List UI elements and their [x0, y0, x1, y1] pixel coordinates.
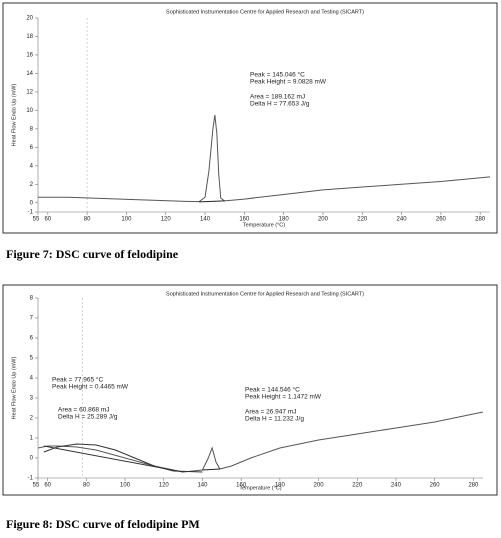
x-axis-label: Temperature (°C)	[243, 222, 285, 228]
y-tick-label: 0	[30, 456, 34, 462]
chart-title: Sophisticated Instrumentation Centre for…	[166, 9, 364, 15]
annotation: Peak = 145.046 °C	[250, 71, 305, 79]
annotation: Peak = 144.546 °C	[245, 386, 300, 394]
x-tick-label: 140	[200, 217, 211, 223]
y-tick-label: 14	[26, 71, 33, 77]
y-tick-label: 6	[30, 145, 34, 151]
y-tick-label: 10	[26, 108, 33, 114]
y-tick-label: 16	[26, 53, 33, 59]
x-tick-label: 120	[161, 217, 172, 223]
x-tick-label: 120	[159, 483, 170, 489]
y-tick-label: 8	[30, 126, 34, 132]
x-tick-label: 240	[397, 217, 408, 223]
annotation: Delta H = 25.289 J/g	[58, 414, 118, 421]
x-tick-label: 160	[236, 483, 247, 489]
y-tick-label: 8	[30, 296, 34, 302]
annotation: Delta H = 77.653 J/g	[250, 101, 310, 108]
data-line	[38, 114, 491, 203]
annotation: Area = 60.868 mJ	[58, 407, 110, 414]
x-tick-label: 240	[391, 483, 402, 489]
x-tick-label: 220	[357, 217, 368, 223]
x-tick-label: 140	[197, 483, 208, 489]
x-tick-label: 80	[83, 483, 90, 489]
annotation: Peak Height = 9.0828 mW	[250, 79, 327, 86]
x-tick-label: 100	[121, 217, 132, 223]
y-tick-label: 2	[30, 416, 34, 422]
y-tick-label: 2	[30, 182, 34, 188]
figure-frame	[2, 284, 498, 496]
x-tick-label: 60	[44, 483, 51, 489]
x-tick-label: 55	[33, 483, 40, 489]
figure-caption: Figure 7: DSC curve of felodipine	[6, 247, 179, 261]
annotation: Peak Height = 0.4465 mW	[52, 384, 129, 391]
annotation: Area = 26.947 mJ	[245, 409, 297, 416]
annotation: Peak Height = 1.1472 mW	[245, 394, 322, 401]
y-tick-label: 5	[30, 356, 34, 362]
y-tick-label: -1	[28, 210, 34, 216]
x-tick-label: 160	[239, 217, 250, 223]
y-tick-label: 7	[30, 316, 34, 322]
x-tick-label: 100	[120, 483, 131, 489]
x-tick-label: 200	[314, 483, 325, 489]
data-line	[43, 443, 203, 473]
annotation: Peak = 77.965 °C	[52, 376, 104, 384]
data-line	[37, 411, 484, 473]
y-tick-label: -1	[28, 476, 34, 482]
x-tick-label: 260	[430, 483, 441, 489]
data-line	[199, 200, 225, 203]
y-axis-label: Heat Flow Endo Up (mW)	[11, 357, 17, 420]
y-axis-label: Heat Flow Endo Up (mW)	[11, 84, 17, 147]
x-tick-label: 280	[475, 217, 486, 223]
annotation: Area = 189.162 mJ	[250, 94, 305, 101]
x-tick-label: 55	[33, 217, 40, 223]
chart-title: Sophisticated Instrumentation Centre for…	[166, 291, 364, 297]
x-tick-label: 180	[279, 217, 290, 223]
x-tick-label: 60	[44, 217, 51, 223]
figure-caption: Figure 8: DSC curve of felodipine PM	[6, 517, 200, 531]
x-tick-label: 80	[84, 217, 91, 223]
annotation: Delta H = 11.232 J/g	[245, 416, 304, 423]
y-tick-label: 3	[30, 396, 34, 402]
y-tick-label: 4	[30, 376, 34, 382]
data-line	[202, 468, 220, 471]
y-tick-label: 1	[30, 436, 34, 442]
y-tick-label: 20	[26, 16, 33, 22]
x-tick-label: 180	[275, 483, 286, 489]
y-tick-label: 4	[30, 163, 34, 169]
y-tick-label: 18	[26, 34, 33, 40]
figure-frame	[2, 2, 498, 234]
x-tick-label: 220	[352, 483, 363, 489]
y-tick-label: 0	[30, 200, 34, 206]
x-axis-label: Temperature (°C)	[239, 485, 281, 491]
x-tick-label: 200	[318, 217, 329, 223]
data-line	[43, 445, 184, 473]
x-tick-label: 280	[468, 483, 479, 489]
x-tick-label: 260	[436, 217, 447, 223]
y-tick-label: 12	[26, 89, 33, 95]
y-tick-label: 6	[30, 336, 34, 342]
